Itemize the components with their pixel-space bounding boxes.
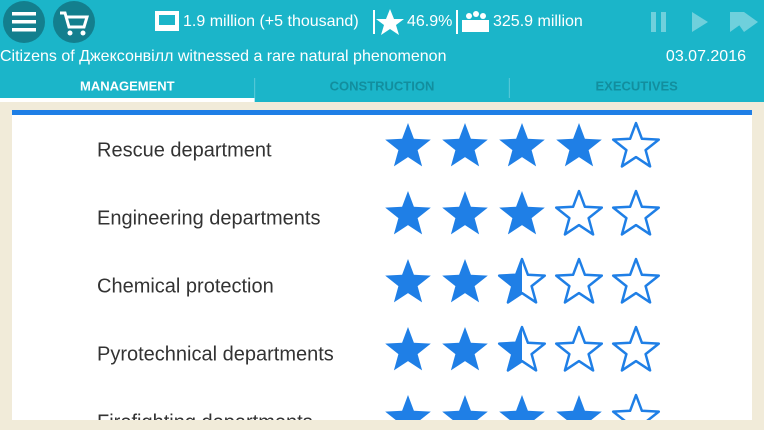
- star-filled: [385, 123, 431, 167]
- star-filled: [385, 191, 431, 235]
- star: [385, 191, 431, 235]
- population-icon: [462, 11, 489, 32]
- star: [554, 257, 604, 304]
- star: [442, 123, 488, 167]
- star-outline: [611, 189, 661, 236]
- news: Citizens of Джексонвілл witnessed a rare…: [0, 48, 446, 65]
- star: [497, 257, 547, 304]
- rating-icon: [376, 9, 404, 35]
- star-outline: [611, 393, 661, 420]
- star-filled: [442, 327, 488, 371]
- star: [499, 191, 545, 235]
- star-outline: [611, 257, 661, 304]
- star: [611, 257, 661, 304]
- star-outline: [554, 189, 604, 236]
- tab[interactable]: EXECUTIVES: [508, 78, 678, 98]
- row-label: Rescue department: [97, 139, 272, 161]
- star: [554, 325, 604, 372]
- row-label: Chemical protection: [97, 275, 274, 297]
- star-filled: [385, 395, 431, 420]
- play-button[interactable]: [692, 12, 708, 32]
- star: [442, 395, 488, 420]
- star: [385, 123, 431, 167]
- date: 03.07.2016: [666, 48, 746, 65]
- star-filled: [442, 123, 488, 167]
- star-filled: [499, 395, 545, 420]
- menu-button[interactable]: [3, 1, 45, 43]
- star-filled: [385, 327, 431, 371]
- tab-label: EXECUTIVES: [595, 78, 678, 93]
- star-filled: [442, 395, 488, 420]
- tab[interactable]: MANAGEMENT: [0, 78, 255, 102]
- star: [385, 327, 431, 371]
- star: [611, 121, 661, 168]
- star: [499, 395, 545, 420]
- star: [499, 123, 545, 167]
- star-filled: [442, 259, 488, 303]
- star: [442, 327, 488, 371]
- star-filled: [385, 259, 431, 303]
- star: [385, 259, 431, 303]
- money-icon: [155, 11, 179, 31]
- star-partial: [499, 259, 522, 303]
- star: [497, 325, 547, 372]
- shop-button[interactable]: [53, 1, 95, 43]
- pause-button[interactable]: [651, 12, 666, 32]
- star-filled: [556, 123, 602, 167]
- panel-top-border: [12, 110, 752, 115]
- star: [556, 395, 602, 420]
- star: [385, 395, 431, 420]
- star: [611, 393, 661, 420]
- tab-indicator: [0, 98, 255, 102]
- star: [442, 259, 488, 303]
- row-label: Pyrotechnical departments: [97, 343, 334, 365]
- star-filled: [499, 123, 545, 167]
- star: [554, 189, 604, 236]
- star-outline: [611, 325, 661, 372]
- population: 325.9 million: [493, 13, 583, 30]
- star: [611, 325, 661, 372]
- star-filled: [442, 191, 488, 235]
- approval: 46.9%: [407, 13, 452, 30]
- star-filled: [556, 395, 602, 420]
- tab-label: MANAGEMENT: [80, 78, 175, 93]
- star-filled: [499, 191, 545, 235]
- star-partial: [499, 327, 522, 371]
- top-bar: [0, 0, 764, 102]
- row-label: Firefighting departments: [97, 411, 313, 430]
- star: [556, 123, 602, 167]
- star-outline: [554, 325, 604, 372]
- row-label: Engineering departments: [97, 207, 320, 229]
- star: [442, 191, 488, 235]
- star: [611, 189, 661, 236]
- tab-label: CONSTRUCTION: [330, 78, 435, 93]
- star-outline: [611, 121, 661, 168]
- money: 1.9 million (+5 thousand): [183, 13, 359, 30]
- tab[interactable]: CONSTRUCTION: [254, 78, 435, 98]
- fast-forward-button[interactable]: [730, 12, 758, 32]
- star-outline: [554, 257, 604, 304]
